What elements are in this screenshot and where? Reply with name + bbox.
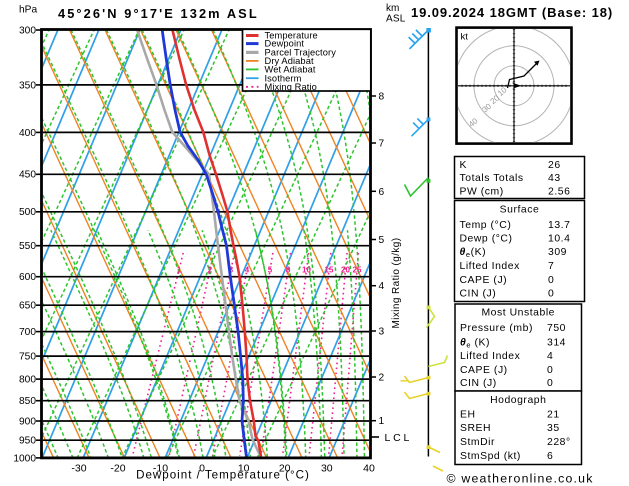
svg-text:Isotherm: Isotherm <box>265 73 302 83</box>
svg-text:30: 30 <box>321 463 333 475</box>
svg-text:Dewpoint / Temperature (°C): Dewpoint / Temperature (°C) <box>136 469 310 482</box>
svg-text:300: 300 <box>19 25 36 36</box>
svg-text:6: 6 <box>379 187 385 198</box>
svg-text:3: 3 <box>229 266 234 275</box>
svg-text:Hodograph: Hodograph <box>490 395 546 406</box>
svg-text:21: 21 <box>547 409 560 420</box>
svg-text:StmSpd (kt): StmSpd (kt) <box>460 451 521 462</box>
svg-text:θe(K): θe(K) <box>460 247 487 259</box>
svg-text:Temperature: Temperature <box>265 31 318 41</box>
svg-text:309: 309 <box>548 247 567 258</box>
svg-text:15: 15 <box>325 266 334 275</box>
svg-text:550: 550 <box>19 241 36 252</box>
svg-text:4: 4 <box>547 351 553 362</box>
svg-text:650: 650 <box>19 301 36 312</box>
svg-text:950: 950 <box>19 436 36 447</box>
svg-text:350: 350 <box>19 80 36 91</box>
svg-text:Temp (°C): Temp (°C) <box>460 220 512 231</box>
svg-text:228°: 228° <box>547 437 571 448</box>
svg-text:PW (cm): PW (cm) <box>460 187 504 198</box>
svg-text:20: 20 <box>341 266 350 275</box>
svg-text:2: 2 <box>208 266 213 275</box>
svg-text:1: 1 <box>379 416 385 427</box>
svg-text:CAPE (J): CAPE (J) <box>460 365 508 376</box>
svg-text:Dry Adiabat: Dry Adiabat <box>265 56 314 66</box>
svg-text:20: 20 <box>279 463 291 475</box>
svg-text:hPa: hPa <box>19 5 37 16</box>
svg-text:Lifted Index: Lifted Index <box>460 351 521 362</box>
svg-text:kt: kt <box>461 32 469 43</box>
svg-text:km: km <box>386 3 399 14</box>
svg-text:10: 10 <box>302 266 311 275</box>
svg-text:0: 0 <box>548 289 554 300</box>
svg-text:4: 4 <box>379 281 385 292</box>
svg-text:4: 4 <box>245 266 250 275</box>
svg-text:700: 700 <box>19 327 36 338</box>
svg-text:1: 1 <box>177 266 182 275</box>
svg-text:400: 400 <box>19 128 36 139</box>
svg-text:7: 7 <box>379 139 385 150</box>
svg-text:8: 8 <box>286 266 291 275</box>
svg-text:StmDir: StmDir <box>460 437 495 448</box>
svg-text:-10: -10 <box>153 463 168 475</box>
svg-text:35: 35 <box>547 423 560 434</box>
svg-text:CIN (J): CIN (J) <box>460 289 497 300</box>
svg-text:-20: -20 <box>110 463 125 475</box>
svg-text:Parcel Trajectory: Parcel Trajectory <box>265 48 337 58</box>
svg-text:19.09.2024 18GMT (Base: 18): 19.09.2024 18GMT (Base: 18) <box>411 5 613 20</box>
svg-text:© weatheronline.co.uk: © weatheronline.co.uk <box>447 472 594 486</box>
svg-text:-30: -30 <box>71 463 86 475</box>
svg-text:2: 2 <box>379 373 385 384</box>
svg-text:8: 8 <box>379 92 385 103</box>
svg-text:Pressure (mb): Pressure (mb) <box>460 323 533 334</box>
svg-text:750: 750 <box>19 352 36 363</box>
svg-text:Dewpoint: Dewpoint <box>265 39 305 49</box>
svg-text:LCL: LCL <box>385 432 413 444</box>
svg-text:850: 850 <box>19 396 36 407</box>
svg-text:ASL: ASL <box>386 14 406 25</box>
svg-text:CIN (J): CIN (J) <box>460 378 497 389</box>
svg-text:7: 7 <box>548 261 554 272</box>
svg-text:Lifted Index: Lifted Index <box>460 261 521 272</box>
svg-text:K: K <box>460 160 467 171</box>
svg-text:5: 5 <box>268 266 273 275</box>
svg-text:Surface: Surface <box>500 204 540 215</box>
svg-text:EH: EH <box>460 409 476 420</box>
svg-text:6: 6 <box>547 451 553 462</box>
svg-text:45°26'N 9°17'E 132m ASL: 45°26'N 9°17'E 132m ASL <box>58 6 259 21</box>
svg-text:Mixing Ratio: Mixing Ratio <box>265 82 317 92</box>
svg-text:0: 0 <box>199 463 205 475</box>
svg-text:3: 3 <box>379 327 385 338</box>
svg-text:SREH: SREH <box>460 423 491 434</box>
svg-text:1000: 1000 <box>13 453 36 464</box>
svg-text:CAPE (J): CAPE (J) <box>460 275 508 286</box>
svg-text:Mixing Ratio (g/kg): Mixing Ratio (g/kg) <box>391 238 402 329</box>
svg-text:Totals Totals: Totals Totals <box>460 173 524 184</box>
svg-text:θe (K): θe (K) <box>460 337 490 349</box>
svg-text:Most Unstable: Most Unstable <box>481 308 555 319</box>
svg-text:26: 26 <box>548 160 561 171</box>
svg-text:750: 750 <box>547 323 566 334</box>
svg-text:40: 40 <box>363 463 375 475</box>
svg-text:2.56: 2.56 <box>548 187 570 198</box>
svg-text:500: 500 <box>19 207 36 218</box>
svg-text:Wet Adiabat: Wet Adiabat <box>265 65 316 75</box>
svg-text:800: 800 <box>19 375 36 386</box>
svg-text:43: 43 <box>548 173 561 184</box>
svg-text:600: 600 <box>19 272 36 283</box>
svg-text:0: 0 <box>548 275 554 286</box>
svg-text:10.4: 10.4 <box>548 234 570 245</box>
svg-text:25: 25 <box>353 266 362 275</box>
svg-text:5: 5 <box>379 235 385 246</box>
svg-text:Dewp (°C): Dewp (°C) <box>460 234 513 245</box>
svg-text:900: 900 <box>19 416 36 427</box>
svg-text:13.7: 13.7 <box>548 220 570 231</box>
svg-text:0: 0 <box>547 365 553 376</box>
svg-text:450: 450 <box>19 170 36 181</box>
svg-text:10: 10 <box>238 463 250 475</box>
svg-text:314: 314 <box>547 337 566 348</box>
svg-text:0: 0 <box>547 378 553 389</box>
